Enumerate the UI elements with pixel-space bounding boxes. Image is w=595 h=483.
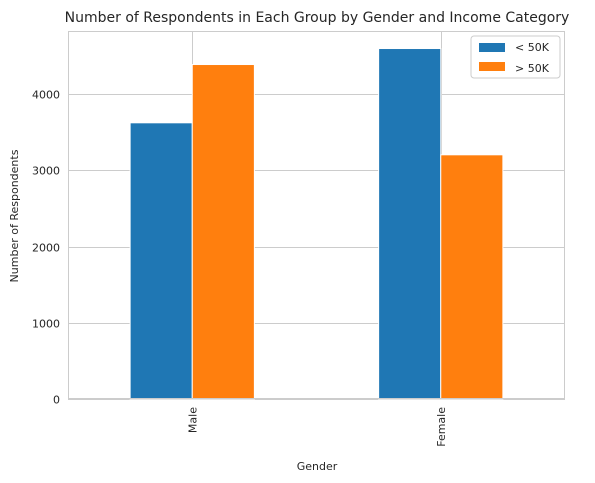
x-tick-label: Female [435, 407, 448, 447]
bar-series-1-female [440, 154, 504, 400]
bar-series-0-female [378, 48, 442, 400]
y-axis-label: Number of Respondents [8, 149, 21, 282]
x-axis-label: Gender [297, 460, 338, 473]
plot-frame [68, 31, 565, 399]
y-tick-label: 4000 [32, 89, 60, 102]
plot-area: 0 1000 2000 3000 4000 Male Female [32, 31, 565, 447]
bar-series-0-male [129, 122, 193, 400]
legend-label-series-0: < 50K [515, 41, 550, 54]
chart-title: Number of Respondents in Each Group by G… [65, 10, 570, 26]
y-tick-label: 2000 [32, 242, 60, 255]
legend-label-series-1: > 50K [515, 62, 550, 75]
x-tick-label: Male [186, 407, 199, 433]
y-tick-label: 0 [53, 394, 60, 407]
y-tick-label: 3000 [32, 165, 60, 178]
x-tick-labels: Male Female [186, 407, 448, 447]
bar-layer [129, 48, 504, 400]
legend: < 50K > 50K [470, 35, 561, 79]
y-tick-label: 1000 [32, 318, 60, 331]
y-tick-labels: 0 1000 2000 3000 4000 [32, 89, 60, 407]
legend-swatch-series-1 [479, 62, 505, 71]
legend-swatch-series-0 [479, 43, 505, 52]
bar-series-1-male [191, 64, 255, 400]
